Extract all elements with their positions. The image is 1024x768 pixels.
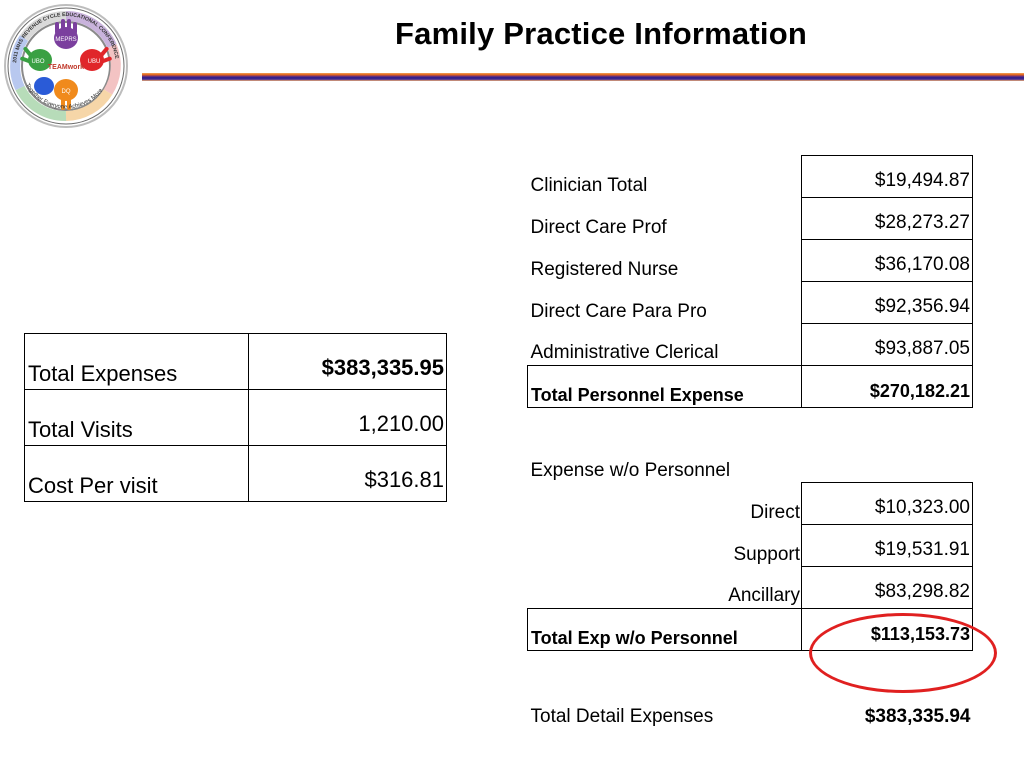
table-row: Direct Care Prof $28,273.27: [528, 197, 973, 240]
table-row: Total Visits 1,210.00: [24, 389, 447, 446]
expense-value: $10,323.00: [801, 482, 973, 525]
summary-value: $383,335.95: [248, 333, 447, 390]
grand-total-label: Total Detail Expenses: [530, 706, 714, 727]
expense-value: $83,298.82: [801, 566, 973, 609]
expense-label: Support: [733, 543, 800, 565]
personnel-total-label: Total Personnel Expense: [527, 365, 802, 408]
table-row: Direct $10,323.00: [528, 482, 973, 525]
spacer-row: [528, 408, 973, 446]
table-row: Direct Care Para Pro $92,356.94: [528, 281, 973, 324]
hand-orange: [54, 79, 78, 110]
summary-value: 1,210.00: [248, 389, 447, 446]
hand-green: [20, 46, 52, 71]
table-row: Cost Per visit $316.81: [24, 445, 447, 502]
table-row: Administrative Clerical $93,887.05: [528, 323, 973, 366]
table-row: Clinician Total $19,494.87: [528, 155, 973, 198]
expense-value: $19,494.87: [801, 155, 973, 198]
hand-purple: [54, 19, 78, 49]
expense-value: $93,887.05: [801, 323, 973, 366]
conference-logo: MEPRS UBO UBU DQ TEAMwork 2011 MHS REVEN…: [4, 4, 128, 128]
expense-label: Clinician Total: [530, 174, 648, 196]
summary-table: Total Expenses $383,335.95 Total Visits …: [24, 333, 447, 502]
personnel-total-value: $270,182.21: [801, 365, 973, 408]
expense-label: Direct: [750, 501, 800, 523]
hand-blue: [34, 77, 54, 95]
logo-hand-label: UBU: [88, 59, 101, 65]
expense-label: Administrative Clerical: [530, 342, 719, 363]
expense-value: $28,273.27: [801, 197, 973, 240]
logo-hand-label: DQ: [62, 89, 71, 95]
summary-value: $316.81: [248, 445, 447, 502]
table-row: Expense w/o Personnel: [528, 445, 973, 483]
summary-label: Cost Per visit: [24, 445, 249, 502]
expense-label: Direct Care Prof: [530, 216, 667, 238]
section-heading: Expense w/o Personnel: [530, 459, 731, 481]
non-personnel-total-label: Total Exp w/o Personnel: [527, 608, 802, 651]
expense-label: Direct Care Para Pro: [530, 300, 707, 322]
grand-total-value: $383,335.94: [864, 706, 971, 727]
logo-hand-label: MEPRS: [55, 37, 76, 43]
hand-red: [80, 46, 112, 71]
expense-value: $36,170.08: [801, 239, 973, 282]
table-row: Ancillary $83,298.82: [528, 566, 973, 609]
table-row: Support $19,531.91: [528, 524, 973, 567]
summary-label: Total Expenses: [24, 333, 249, 390]
expense-label: Ancillary: [728, 585, 800, 606]
table-row: Total Personnel Expense $270,182.21: [527, 365, 973, 408]
table-row: Total Detail Expenses $383,335.94: [528, 688, 973, 734]
page-title: Family Practice Information: [395, 16, 807, 51]
logo-hand-label: UBO: [31, 59, 44, 65]
table-row: Total Expenses $383,335.95: [24, 333, 447, 390]
logo-center-text: TEAMwork: [48, 64, 84, 71]
expense-value: $92,356.94: [801, 281, 973, 324]
summary-label: Total Visits: [24, 389, 249, 446]
table-row: Registered Nurse $36,170.08: [528, 239, 973, 282]
expense-label: Registered Nurse: [530, 258, 679, 280]
highlight-circle: [809, 613, 997, 693]
title-divider: [142, 73, 1024, 81]
expense-value: $19,531.91: [801, 524, 973, 567]
